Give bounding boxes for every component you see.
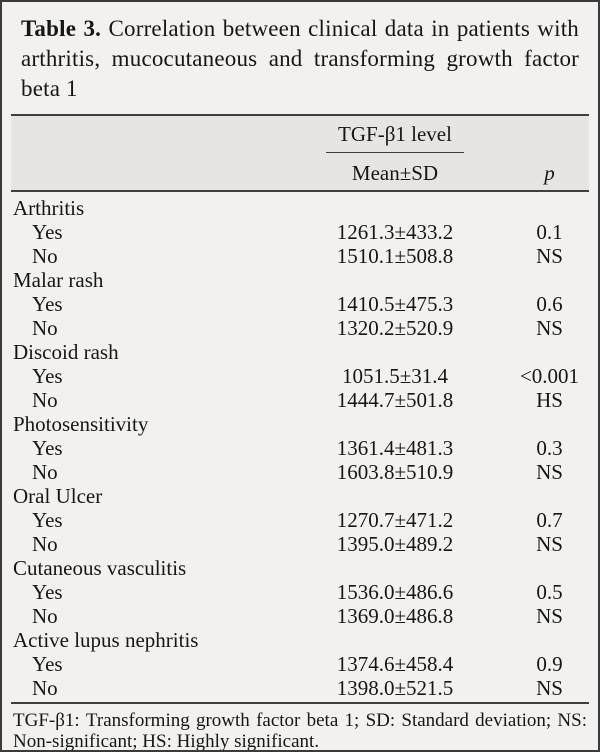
p-value: 0.1 bbox=[536, 220, 563, 244]
row-label: Yes bbox=[32, 652, 63, 676]
p-value: NS bbox=[536, 460, 563, 484]
mean-sd-value: 1444.7±501.8 bbox=[336, 388, 454, 412]
p-value: 0.3 bbox=[536, 436, 563, 460]
row-label: No bbox=[32, 604, 58, 628]
table-header-row-group: TGF-β1 level bbox=[11, 120, 589, 158]
group-header-row: Active lupus nephritis bbox=[11, 628, 589, 652]
row-label: Yes bbox=[32, 436, 63, 460]
p-value: 0.5 bbox=[536, 580, 563, 604]
table-row: No 1395.0±489.2 NS bbox=[11, 532, 589, 556]
table-row: Yes 1051.5±31.4 <0.001 bbox=[11, 364, 589, 388]
p-value: 0.9 bbox=[536, 652, 563, 676]
group-label: Malar rash bbox=[13, 268, 104, 292]
mean-sd-value: 1051.5±31.4 bbox=[341, 364, 449, 388]
mean-sd-value: 1510.1±508.8 bbox=[336, 244, 454, 268]
row-label: No bbox=[32, 244, 58, 268]
row-label: No bbox=[32, 532, 58, 556]
group-header-row: Arthritis bbox=[11, 196, 589, 220]
table-row: No 1444.7±501.8 HS bbox=[11, 388, 589, 412]
table-row: Yes 1536.0±486.6 0.5 bbox=[11, 580, 589, 604]
group-label: Oral Ulcer bbox=[13, 484, 103, 508]
mean-sd-value: 1320.2±520.9 bbox=[336, 316, 454, 340]
table-row: Yes 1361.4±481.3 0.3 bbox=[11, 436, 589, 460]
group-label: Cutaneous vasculitis bbox=[13, 556, 187, 580]
table-header-band: TGF-β1 level Mean±SD p bbox=[11, 114, 589, 192]
column-header-p: p bbox=[544, 161, 555, 185]
p-value: NS bbox=[536, 676, 563, 700]
table-row: No 1369.0±486.8 NS bbox=[11, 604, 589, 628]
group-header-row: Cutaneous vasculitis bbox=[11, 556, 589, 580]
row-label: No bbox=[32, 676, 58, 700]
mean-sd-value: 1603.8±510.9 bbox=[336, 460, 454, 484]
p-value: NS bbox=[536, 244, 563, 268]
p-value: <0.001 bbox=[519, 364, 580, 388]
table-footnote: TGF-β1: Transforming growth factor beta … bbox=[11, 702, 589, 750]
table-group-photosensitivity: Photosensitivity Yes 1361.4±481.3 0.3 No… bbox=[11, 412, 589, 484]
table-group-malar-rash: Malar rash Yes 1410.5±475.3 0.6 No 1320.… bbox=[11, 268, 589, 340]
table-row: No 1510.1±508.8 NS bbox=[11, 244, 589, 268]
p-value: NS bbox=[536, 316, 563, 340]
table-caption-text: Correlation between clinical data in pat… bbox=[21, 16, 579, 101]
p-value: HS bbox=[536, 388, 563, 412]
group-header-row: Malar rash bbox=[11, 268, 589, 292]
row-label: Yes bbox=[32, 220, 63, 244]
table-caption-label: Table 3. bbox=[21, 16, 102, 41]
mean-sd-value: 1261.3±433.2 bbox=[336, 220, 454, 244]
table-row: No 1320.2±520.9 NS bbox=[11, 316, 589, 340]
table-group-oral-ulcer: Oral Ulcer Yes 1270.7±471.2 0.7 No 1395.… bbox=[11, 484, 589, 556]
mean-sd-value: 1374.6±458.4 bbox=[336, 652, 454, 676]
table-row: No 1398.0±521.5 NS bbox=[11, 676, 589, 700]
p-value: NS bbox=[536, 604, 563, 628]
group-label: Arthritis bbox=[13, 196, 85, 220]
p-value: NS bbox=[536, 532, 563, 556]
data-table: TGF-β1 level Mean±SD p Arthritis Yes 126… bbox=[11, 114, 589, 702]
table-row: Yes 1270.7±471.2 0.7 bbox=[11, 508, 589, 532]
table-group-discoid-rash: Discoid rash Yes 1051.5±31.4 <0.001 No 1… bbox=[11, 340, 589, 412]
group-header-row: Oral Ulcer bbox=[11, 484, 589, 508]
table-body: Arthritis Yes 1261.3±433.2 0.1 No 1510.1… bbox=[11, 192, 589, 702]
table-row: Yes 1374.6±458.4 0.9 bbox=[11, 652, 589, 676]
p-value: 0.7 bbox=[536, 508, 563, 532]
row-label: No bbox=[32, 460, 58, 484]
mean-sd-value: 1369.0±486.8 bbox=[336, 604, 454, 628]
row-label: Yes bbox=[32, 580, 63, 604]
row-label: Yes bbox=[32, 292, 63, 316]
table-group-cutaneous-vasculitis: Cutaneous vasculitis Yes 1536.0±486.6 0.… bbox=[11, 556, 589, 628]
mean-sd-value: 1398.0±521.5 bbox=[336, 676, 454, 700]
group-label: Photosensitivity bbox=[13, 412, 149, 436]
row-label: Yes bbox=[32, 364, 63, 388]
group-label: Discoid rash bbox=[13, 340, 119, 364]
row-label: No bbox=[32, 316, 58, 340]
header-spacer bbox=[11, 120, 280, 158]
mean-sd-value: 1536.0±486.6 bbox=[336, 580, 454, 604]
group-header-row: Photosensitivity bbox=[11, 412, 589, 436]
mean-sd-value: 1361.4±481.3 bbox=[336, 436, 454, 460]
table-caption: Table 3. Correlation between clinical da… bbox=[2, 2, 598, 104]
mean-sd-value: 1270.7±471.2 bbox=[336, 508, 454, 532]
mean-sd-value: 1395.0±489.2 bbox=[336, 532, 454, 556]
row-label: Yes bbox=[32, 508, 63, 532]
group-header-row: Discoid rash bbox=[11, 340, 589, 364]
mean-sd-value: 1410.5±475.3 bbox=[336, 292, 454, 316]
header-spacer bbox=[510, 120, 589, 158]
table-group-arthritis: Arthritis Yes 1261.3±433.2 0.1 No 1510.1… bbox=[11, 196, 589, 268]
table-row: Yes 1261.3±433.2 0.1 bbox=[11, 220, 589, 244]
column-group-header-tgf-level: TGF-β1 level bbox=[326, 120, 464, 153]
table-group-active-lupus-nephritis: Active lupus nephritis Yes 1374.6±458.4 … bbox=[11, 628, 589, 700]
table-row: No 1603.8±510.9 NS bbox=[11, 460, 589, 484]
column-header-mean-sd: Mean±SD bbox=[351, 161, 439, 185]
group-label: Active lupus nephritis bbox=[13, 628, 199, 652]
row-label: No bbox=[32, 388, 58, 412]
table-header-row-columns: Mean±SD p bbox=[11, 158, 589, 190]
p-value: 0.6 bbox=[536, 292, 563, 316]
header-spacer bbox=[11, 158, 280, 190]
table-row: Yes 1410.5±475.3 0.6 bbox=[11, 292, 589, 316]
